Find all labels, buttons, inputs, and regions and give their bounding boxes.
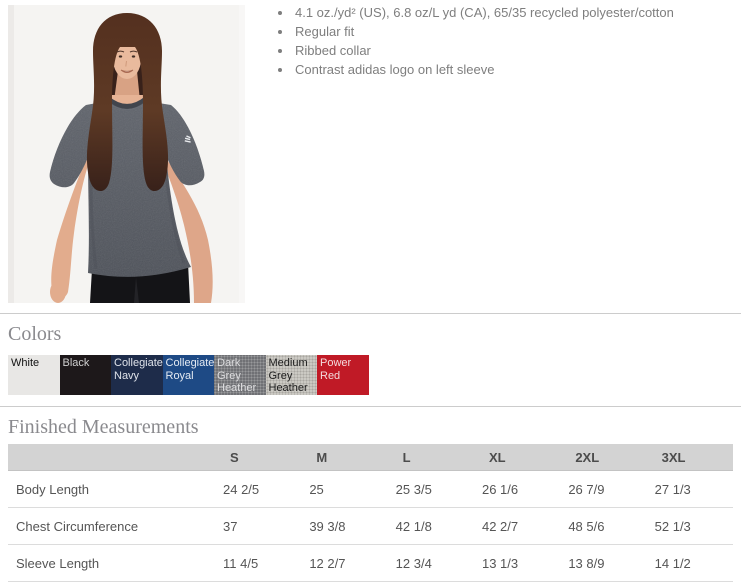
- measurement-value: 26 1/6: [473, 470, 561, 508]
- section-divider: [0, 406, 741, 407]
- product-feature-list: 4.1 oz./yd² (US), 6.8 oz/L yd (CA), 65/3…: [276, 3, 674, 79]
- table-row-body-length: Body Length 24 2/5 25 25 3/5 26 1/6 26 7…: [8, 470, 733, 508]
- table-row-sleeve-length: Sleeve Length 11 4/5 12 2/7 12 3/4 13 1/…: [8, 544, 733, 582]
- color-swatch-dark-grey-heather[interactable]: Dark Grey Heather: [214, 355, 266, 395]
- measurement-value: 11 4/5: [215, 544, 302, 582]
- product-overview: 4.1 oz./yd² (US), 6.8 oz/L yd (CA), 65/3…: [0, 0, 741, 303]
- measurements-table: S M L XL 2XL 3XL Body Length 24 2/5 25 2…: [8, 444, 733, 582]
- model-photo-illustration: [8, 5, 245, 303]
- measurement-value: 14 1/2: [646, 544, 733, 582]
- color-swatch-medium-grey-heather[interactable]: Medium Grey Heather: [265, 355, 317, 395]
- feature-item: Contrast adidas logo on left sleeve: [293, 60, 674, 79]
- measurement-value: 48 5/6: [560, 507, 647, 545]
- measurement-value: 42 1/8: [387, 507, 474, 545]
- colors-section-title: Colors: [8, 323, 62, 345]
- measurement-value: 27 1/3: [646, 470, 733, 508]
- row-label: Chest Circumference: [8, 507, 215, 545]
- color-swatch-white[interactable]: White: [8, 355, 60, 395]
- size-column-header-2xl: 2XL: [560, 444, 647, 471]
- feature-item: 4.1 oz./yd² (US), 6.8 oz/L yd (CA), 65/3…: [293, 3, 674, 22]
- measurement-value: 13 1/3: [473, 544, 561, 582]
- row-label: Sleeve Length: [8, 544, 215, 582]
- size-column-header-xl: XL: [473, 444, 561, 471]
- color-swatch-black[interactable]: Black: [59, 355, 111, 395]
- color-swatch-collegiate-royal[interactable]: Collegiate Royal: [162, 355, 214, 395]
- measurement-value: 52 1/3: [646, 507, 733, 545]
- color-swatch-power-red[interactable]: Power Red: [317, 355, 369, 395]
- measurements-header-row: S M L XL 2XL 3XL: [8, 444, 733, 471]
- measurement-value: 25 3/5: [387, 470, 474, 508]
- measurement-value: 42 2/7: [473, 507, 561, 545]
- feature-item: Regular fit: [293, 22, 674, 41]
- measurement-value: 13 8/9: [560, 544, 647, 582]
- measurement-value: 37: [215, 507, 302, 545]
- measurement-value: 39 3/8: [301, 507, 388, 545]
- size-column-header-blank: [8, 444, 215, 471]
- measurement-value: 26 7/9: [560, 470, 647, 508]
- product-photo: [8, 5, 245, 303]
- size-column-header-s: S: [215, 444, 302, 471]
- measurement-value: 12 2/7: [301, 544, 388, 582]
- measurement-value: 25: [301, 470, 388, 508]
- row-label: Body Length: [8, 470, 215, 508]
- measurements-section-title: Finished Measurements: [8, 416, 199, 438]
- measurement-value: 24 2/5: [215, 470, 302, 508]
- measurement-value: 12 3/4: [387, 544, 474, 582]
- size-column-header-m: M: [301, 444, 388, 471]
- color-swatch-row: White Black Collegiate Navy Collegiate R…: [8, 355, 741, 395]
- color-swatch-collegiate-navy[interactable]: Collegiate Navy: [111, 355, 163, 395]
- size-column-header-3xl: 3XL: [646, 444, 733, 471]
- size-column-header-l: L: [387, 444, 474, 471]
- section-divider: [0, 313, 741, 314]
- feature-item: Ribbed collar: [293, 41, 674, 60]
- table-row-chest-circumference: Chest Circumference 37 39 3/8 42 1/8 42 …: [8, 507, 733, 545]
